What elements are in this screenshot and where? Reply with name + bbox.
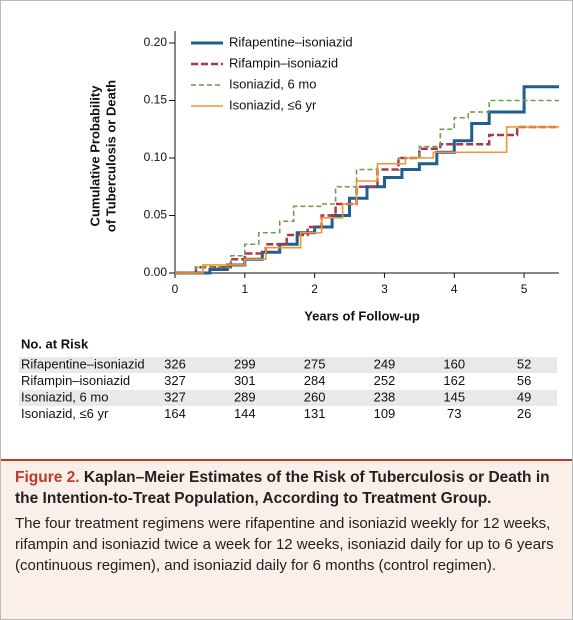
risk-count: 301 bbox=[234, 373, 256, 388]
risk-count: 327 bbox=[164, 373, 186, 388]
risk-count: 52 bbox=[517, 356, 531, 371]
y-tick-label: 0.15 bbox=[144, 93, 168, 107]
risk-count: 289 bbox=[234, 389, 256, 404]
risk-count: 131 bbox=[304, 406, 326, 421]
caption: Figure 2. Kaplan–Meier Estimates of the … bbox=[1, 459, 572, 619]
risk-count: 327 bbox=[164, 389, 186, 404]
risk-count: 145 bbox=[443, 389, 465, 404]
caption-text: The four treatment regimens were rifapen… bbox=[15, 515, 554, 574]
risk-count: 252 bbox=[374, 373, 396, 388]
caption-label: Figure 2. bbox=[15, 469, 80, 486]
risk-count: 109 bbox=[374, 406, 396, 421]
risk-count: 299 bbox=[234, 356, 256, 371]
chart: Years of Follow-up Cumulative Probabilit… bbox=[19, 31, 559, 421]
risk-count: 284 bbox=[304, 373, 326, 388]
row-band bbox=[19, 390, 557, 406]
legend-label: Rifapentine–isoniazid bbox=[229, 34, 353, 49]
y-tick-label: 0.00 bbox=[144, 265, 168, 279]
risk-count: 260 bbox=[304, 389, 326, 404]
km-curve bbox=[175, 85, 559, 275]
y-axis-label: of Tuberculosis or Death bbox=[103, 80, 118, 232]
risk-count: 249 bbox=[374, 356, 396, 371]
risk-count: 56 bbox=[517, 373, 531, 388]
risk-count: 238 bbox=[374, 389, 396, 404]
risk-count: 144 bbox=[234, 406, 256, 421]
legend-label: Rifampin–isoniazid bbox=[229, 55, 338, 70]
caption-heading: Kaplan–Meier Estimates of the Risk of Tu… bbox=[15, 469, 550, 507]
y-tick-label: 0.05 bbox=[144, 208, 168, 222]
km-curve bbox=[175, 126, 559, 274]
x-tick-label: 4 bbox=[451, 282, 458, 296]
x-axis-label: Years of Follow-up bbox=[304, 308, 420, 323]
risk-count: 326 bbox=[164, 356, 186, 371]
risk-row-name: Isoniazid, ≤6 yr bbox=[21, 406, 109, 421]
row-band bbox=[19, 357, 557, 373]
risk-row-name: Isoniazid, 6 mo bbox=[21, 389, 108, 404]
km-curve bbox=[175, 99, 559, 274]
x-tick-label: 1 bbox=[241, 282, 248, 296]
risk-count: 275 bbox=[304, 356, 326, 371]
y-axis-label: Cumulative Probability bbox=[87, 85, 102, 227]
risk-count: 164 bbox=[164, 406, 186, 421]
risk-row-name: Rifapentine–isoniazid bbox=[21, 356, 145, 371]
risk-count: 49 bbox=[517, 389, 531, 404]
risk-title: No. at Risk bbox=[21, 336, 89, 351]
y-tick-label: 0.10 bbox=[144, 150, 168, 164]
km-curve bbox=[175, 125, 559, 275]
x-tick-label: 5 bbox=[521, 282, 528, 296]
x-tick-label: 3 bbox=[381, 282, 388, 296]
x-tick-label: 0 bbox=[172, 282, 179, 296]
risk-row-name: Rifampin–isoniazid bbox=[21, 373, 130, 388]
risk-count: 162 bbox=[443, 373, 465, 388]
x-tick-label: 2 bbox=[311, 282, 318, 296]
risk-count: 73 bbox=[447, 406, 461, 421]
risk-count: 160 bbox=[443, 356, 465, 371]
caption-title: Figure 2. Kaplan–Meier Estimates of the … bbox=[15, 467, 560, 509]
legend-label: Isoniazid, ≤6 yr bbox=[229, 97, 317, 112]
y-tick-label: 0.20 bbox=[144, 35, 168, 49]
legend-label: Isoniazid, 6 mo bbox=[229, 76, 316, 91]
risk-count: 26 bbox=[517, 406, 531, 421]
